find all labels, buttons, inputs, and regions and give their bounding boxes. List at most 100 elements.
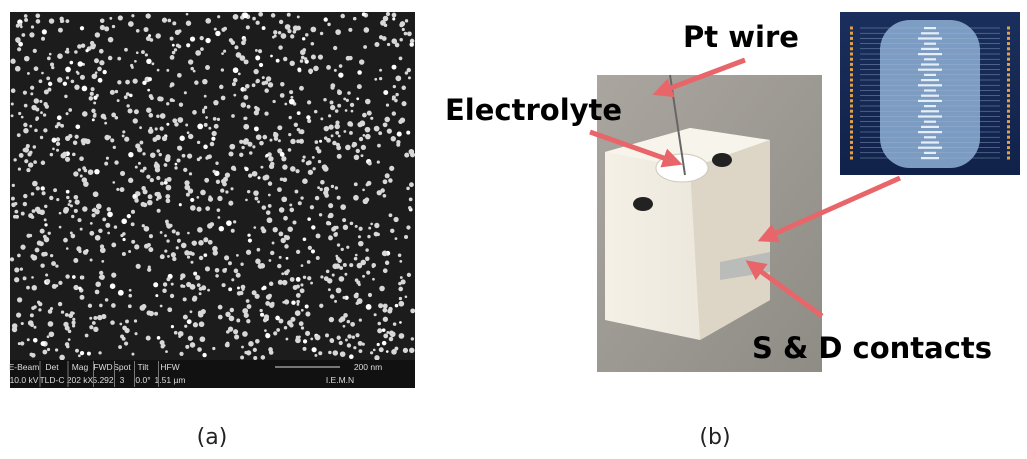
particle bbox=[315, 233, 321, 239]
particle bbox=[44, 204, 48, 209]
particle bbox=[87, 169, 94, 175]
particle bbox=[401, 27, 405, 32]
particle bbox=[97, 77, 103, 83]
particle bbox=[93, 95, 98, 100]
particle bbox=[363, 45, 367, 49]
particle bbox=[362, 188, 365, 192]
particle bbox=[226, 220, 232, 227]
particle bbox=[169, 55, 175, 60]
particle bbox=[245, 84, 250, 89]
particle bbox=[198, 321, 205, 328]
particle bbox=[235, 52, 242, 58]
particle bbox=[44, 223, 48, 227]
particle bbox=[147, 199, 153, 206]
particle bbox=[24, 17, 29, 22]
particle bbox=[216, 208, 221, 213]
lab-label: I.E.M.N bbox=[326, 375, 354, 385]
particle bbox=[330, 184, 335, 189]
particle bbox=[155, 33, 161, 39]
particle bbox=[331, 273, 335, 277]
particle bbox=[223, 26, 227, 31]
particle bbox=[287, 226, 293, 232]
particle bbox=[199, 156, 202, 160]
particle bbox=[325, 269, 330, 274]
particle bbox=[242, 331, 248, 337]
particle bbox=[370, 222, 373, 226]
particle bbox=[169, 36, 174, 41]
particle bbox=[42, 349, 48, 355]
particle bbox=[224, 342, 230, 348]
particle bbox=[73, 194, 79, 200]
particle bbox=[132, 194, 137, 199]
particle bbox=[365, 133, 371, 140]
particle bbox=[95, 203, 102, 210]
particle bbox=[159, 304, 163, 308]
particle bbox=[198, 286, 203, 291]
particle bbox=[191, 296, 197, 302]
particle bbox=[89, 316, 93, 320]
particle bbox=[75, 348, 79, 353]
particle bbox=[199, 35, 204, 41]
particle bbox=[85, 138, 91, 145]
particle bbox=[26, 167, 31, 173]
particle bbox=[18, 41, 23, 47]
particle bbox=[92, 114, 97, 118]
particle bbox=[385, 103, 390, 107]
particle bbox=[112, 145, 116, 150]
particle bbox=[383, 23, 388, 28]
particle bbox=[391, 12, 397, 18]
particle bbox=[120, 170, 126, 176]
particle bbox=[357, 340, 363, 346]
particle bbox=[296, 139, 301, 144]
particle bbox=[410, 308, 416, 314]
particle bbox=[275, 58, 280, 63]
particle bbox=[254, 196, 259, 201]
particle bbox=[289, 60, 295, 66]
particle bbox=[407, 31, 412, 37]
contact-pad bbox=[921, 110, 939, 113]
particle bbox=[270, 250, 275, 256]
particle bbox=[175, 43, 180, 48]
particle bbox=[47, 321, 54, 327]
particle bbox=[172, 21, 177, 26]
particle bbox=[310, 54, 316, 60]
particle bbox=[104, 134, 110, 141]
edge-pad bbox=[1007, 135, 1010, 139]
particle bbox=[265, 153, 269, 157]
particle bbox=[206, 154, 211, 160]
particle bbox=[17, 47, 22, 52]
particle bbox=[255, 338, 260, 344]
arrow bbox=[652, 57, 746, 98]
particle bbox=[72, 140, 78, 145]
particle bbox=[280, 237, 286, 244]
particle bbox=[184, 324, 188, 328]
particle bbox=[247, 233, 251, 237]
particle bbox=[34, 128, 38, 133]
particle bbox=[43, 128, 48, 133]
particle bbox=[343, 97, 347, 101]
particle bbox=[317, 54, 324, 60]
edge-pad bbox=[850, 52, 853, 56]
particle bbox=[166, 239, 170, 243]
particle bbox=[267, 204, 272, 208]
particle bbox=[34, 206, 41, 213]
particle bbox=[198, 255, 204, 261]
particle bbox=[329, 294, 335, 299]
particle bbox=[351, 335, 356, 339]
particle bbox=[40, 263, 45, 268]
particle bbox=[326, 137, 331, 143]
particle bbox=[20, 25, 23, 29]
particle bbox=[388, 213, 393, 218]
particle bbox=[307, 217, 311, 221]
particle bbox=[22, 201, 28, 207]
contact-pad bbox=[924, 136, 936, 139]
edge-pad bbox=[850, 125, 853, 129]
particle bbox=[334, 263, 341, 269]
particle bbox=[334, 299, 337, 303]
particle bbox=[317, 159, 322, 164]
particle bbox=[111, 272, 117, 278]
particle bbox=[41, 29, 47, 35]
particle bbox=[26, 285, 30, 290]
particle bbox=[228, 315, 235, 322]
